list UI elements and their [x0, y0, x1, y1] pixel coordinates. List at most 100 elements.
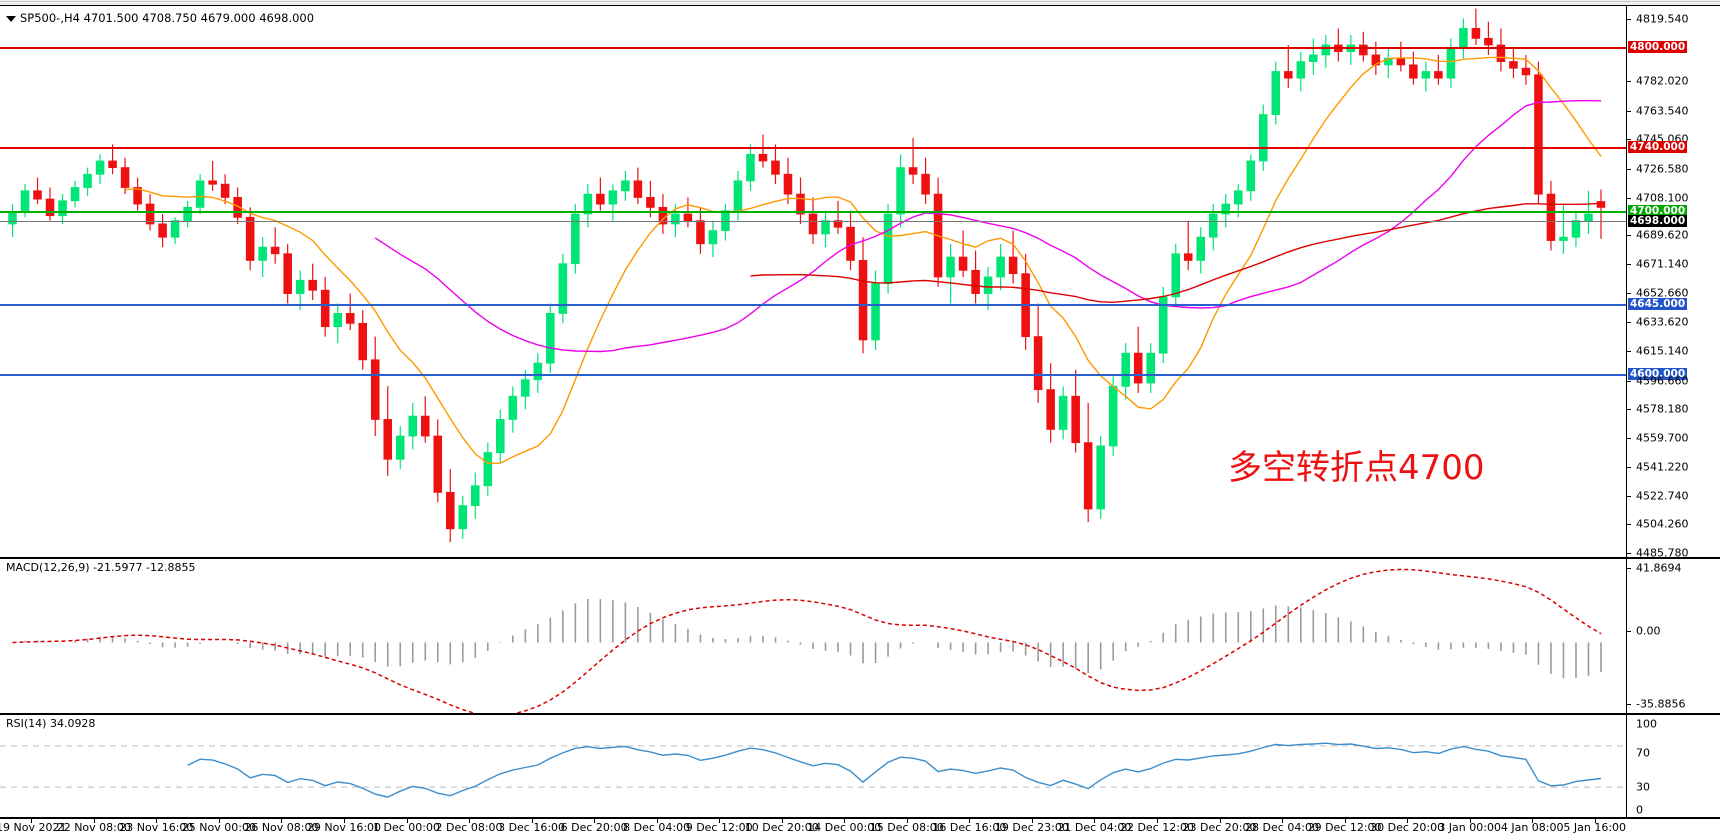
time-axis-tick: [906, 819, 908, 823]
candlestick: [958, 230, 968, 277]
macd-axis-label: 41.8694: [1636, 561, 1682, 575]
candlestick: [496, 409, 505, 463]
axis-tick-mark: [1627, 169, 1631, 170]
time-axis-label: 28 Dec 04:00: [1245, 821, 1320, 834]
candlestick: [583, 184, 593, 228]
candlestick: [95, 154, 105, 185]
price-level-line[interactable]: [0, 221, 1626, 222]
candlestick: [1258, 104, 1268, 171]
price-level-line[interactable]: [0, 211, 1626, 213]
price-level-line[interactable]: [0, 304, 1626, 306]
axis-tick-mark: [1627, 631, 1631, 632]
time-axis-label: 3 Dec 16:00: [498, 821, 566, 834]
candlestick: [333, 303, 342, 344]
candlestick: [258, 237, 267, 277]
candlestick: [633, 167, 643, 205]
macd-axis-rail[interactable]: 41.8694 0.00 -35.8856: [1626, 559, 1720, 713]
candlestick: [1096, 436, 1105, 519]
price-level-tag[interactable]: 4600.000: [1628, 368, 1688, 380]
candlestick: [1459, 18, 1468, 59]
price-axis-label: 4708.100: [1636, 191, 1689, 205]
time-axis-label: 29 Nov 16:00: [306, 821, 382, 834]
time-axis-tick: [1407, 819, 1409, 823]
time-axis-label: 15 Dec 08:00: [869, 821, 944, 834]
candlestick: [395, 426, 405, 470]
rsi-panel[interactable]: RSI(14) 34.0928 100 70 30 0: [0, 714, 1720, 818]
price-axis-label: 4782.020: [1636, 74, 1689, 88]
candlestick: [721, 204, 730, 241]
candlestick: [308, 263, 317, 301]
axis-tick-mark: [1627, 81, 1631, 82]
rsi-plot-area[interactable]: [0, 715, 1626, 817]
candlestick: [295, 270, 305, 311]
candlestick: [1384, 48, 1393, 79]
candlestick: [1571, 210, 1581, 248]
time-axis-tick: [1282, 819, 1284, 823]
title-strip-line: [0, 1, 1720, 2]
axis-tick-mark: [1627, 553, 1631, 554]
candlestick: [1534, 61, 1543, 205]
candlestick: [921, 157, 930, 205]
candlestick: [420, 396, 430, 443]
candlestick: [245, 207, 255, 271]
time-axis-tick: [1469, 819, 1471, 823]
candlestick: [320, 276, 330, 337]
candlestick: [971, 250, 980, 304]
time-axis-label: 19 Nov 2021: [0, 821, 67, 834]
candlestick: [896, 154, 905, 228]
time-axis[interactable]: 19 Nov 2021 22 Nov 08:00 23 Nov 16:00 25 No…: [0, 818, 1720, 839]
macd-svg: [12, 568, 1602, 713]
price-level-line[interactable]: [0, 374, 1626, 376]
macd-panel[interactable]: MACD(12,26,9) -21.5977 -12.8855 41.8694 0…: [0, 558, 1720, 714]
axis-tick-mark: [1627, 198, 1631, 199]
price-level-tag[interactable]: 4645.000: [1628, 298, 1688, 310]
candlestick: [270, 227, 280, 264]
candlestick: [345, 293, 355, 330]
time-axis-tick: [343, 819, 345, 823]
candlestick: [758, 134, 768, 168]
price-axis-label: 4726.580: [1636, 162, 1689, 176]
axis-tick-mark: [1627, 496, 1631, 497]
time-axis-tick: [281, 819, 283, 823]
candlestick: [821, 210, 830, 248]
price-chart-panel[interactable]: SP500-,H4 4701.500 4708.750 4679.000 469…: [0, 5, 1720, 560]
price-level-line[interactable]: [0, 47, 1626, 49]
time-axis-label: 9 Dec 12:00: [685, 821, 753, 834]
price-level-line[interactable]: [0, 147, 1626, 149]
price-axis-rail[interactable]: 4819.540 4800.000 4782.020 4763.540 4745.060…: [1626, 6, 1720, 560]
candlestick: [571, 204, 580, 274]
price-axis-label: 4819.540: [1636, 12, 1689, 26]
candlestick: [1421, 61, 1431, 92]
rsi-axis-label: 100: [1636, 717, 1657, 731]
rsi-axis-rail[interactable]: 100 70 30 0: [1626, 715, 1720, 817]
time-axis-label: 26 Nov 08:00: [244, 821, 319, 834]
chevron-down-icon[interactable]: [6, 16, 16, 22]
time-axis-tick: [406, 819, 408, 823]
candlestick: [1183, 220, 1193, 271]
price-level-tag[interactable]: 4800.000: [1628, 41, 1688, 53]
candlestick: [33, 177, 42, 205]
candlestick: [871, 270, 880, 350]
candlestick: [1071, 369, 1080, 453]
time-axis-tick: [1031, 819, 1033, 823]
axis-tick-mark: [1627, 139, 1631, 140]
price-level-tag[interactable]: 4700.000: [1628, 205, 1688, 217]
time-axis-label: 23 Nov 16:00: [119, 821, 194, 834]
price-level-tag[interactable]: 4698.000: [1628, 215, 1688, 227]
price-axis-label: 4596.660: [1636, 374, 1689, 388]
chart-annotation-text: 多空转折点4700: [1228, 448, 1485, 488]
price-axis-label: 4578.180: [1636, 402, 1689, 416]
rsi-axis-label: 0: [1636, 803, 1643, 817]
time-axis-label: 10 Dec 20:00: [744, 821, 819, 834]
time-axis-label: 6 Dec 20:00: [560, 821, 628, 834]
candlestick: [1171, 243, 1181, 307]
candlestick: [1083, 402, 1093, 523]
price-level-tag[interactable]: 4740.000: [1628, 141, 1688, 153]
macd-plot-area[interactable]: [0, 559, 1626, 713]
candlestick: [1359, 31, 1368, 62]
price-axis-label: 4485.780: [1636, 546, 1689, 560]
candlestick: [283, 243, 292, 304]
candlestick: [158, 214, 167, 248]
candlestick: [771, 144, 780, 185]
price-plot-area[interactable]: 多空转折点4700: [0, 6, 1626, 557]
